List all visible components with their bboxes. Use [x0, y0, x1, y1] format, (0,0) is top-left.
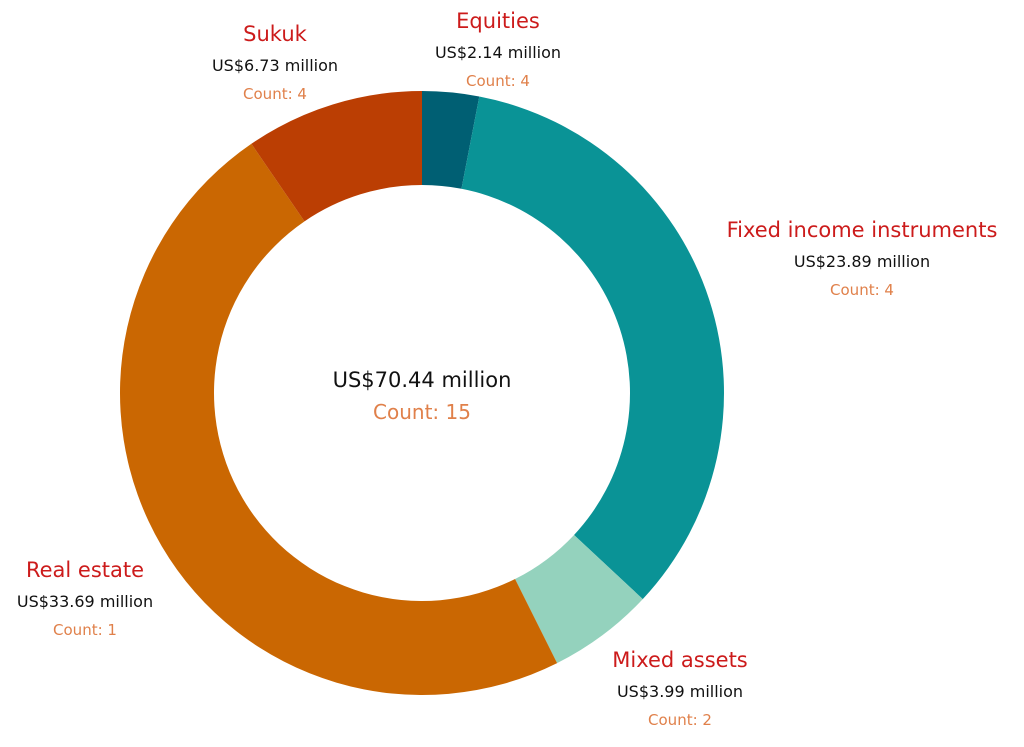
label-group-real-estate: Real estate US$33.69 million Count: 1 [17, 558, 153, 639]
value-label: US$3.99 million [617, 682, 743, 701]
label-group-mixed-assets: Mixed assets US$3.99 million Count: 2 [612, 648, 748, 729]
value-label: US$6.73 million [212, 56, 338, 75]
value-label: US$2.14 million [435, 43, 561, 62]
label-group-fixed-income-instruments: Fixed income instruments US$23.89 million… [727, 218, 998, 299]
count-label: Count: 4 [243, 85, 307, 103]
category-label: Mixed assets [612, 648, 748, 672]
category-label: Sukuk [243, 22, 307, 46]
slice-equities [422, 91, 480, 189]
label-group-equities: Equities US$2.14 million Count: 4 [435, 9, 561, 90]
value-label: US$23.89 million [794, 252, 930, 271]
slice-real-estate [120, 143, 558, 695]
center-total: US$70.44 million [333, 368, 512, 392]
count-label: Count: 2 [648, 711, 712, 729]
center-count: Count: 15 [373, 400, 471, 424]
slice-fixed-income-instruments [461, 96, 724, 600]
label-group-sukuk: Sukuk US$6.73 million Count: 4 [212, 22, 338, 103]
donut-slices [120, 91, 724, 695]
category-label: Real estate [26, 558, 144, 582]
count-label: Count: 1 [53, 621, 117, 639]
category-label: Fixed income instruments [727, 218, 998, 242]
slice-mixed-assets [515, 534, 643, 664]
value-label: US$33.69 million [17, 592, 153, 611]
count-label: Count: 4 [830, 281, 894, 299]
center-summary: US$70.44 million Count: 15 [333, 368, 512, 424]
category-label: Equities [456, 9, 540, 33]
slice-sukuk [251, 91, 422, 222]
count-label: Count: 4 [466, 72, 530, 90]
